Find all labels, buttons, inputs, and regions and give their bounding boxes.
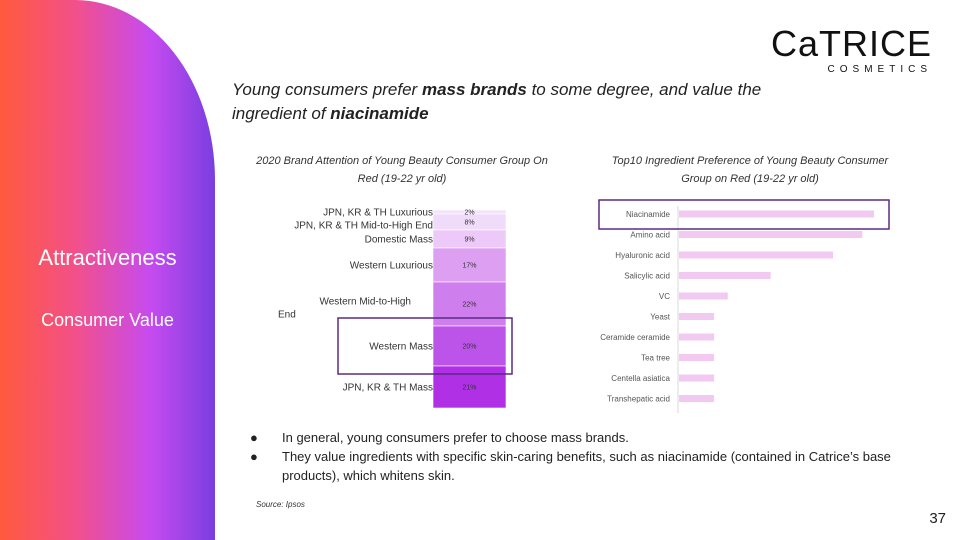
ingredient-label: Transhepatic acid	[607, 395, 670, 404]
ingredient-label: Centella asiatica	[611, 374, 670, 383]
headline-part1: Young consumers prefer	[232, 80, 422, 99]
ingredient-label: Yeast	[650, 313, 671, 322]
section-title: Attractiveness	[38, 245, 177, 270]
ingredient-bar	[679, 333, 715, 341]
bullet-dot: ●	[250, 449, 258, 464]
ingredient-label: Amino acid	[630, 231, 670, 240]
ingredient-chart-title: Top10 Ingredient Preference of Young Bea…	[611, 155, 889, 185]
section-subtitle: Consumer Value	[41, 310, 174, 330]
ingredient-bar	[679, 374, 715, 382]
bullet-list: ● In general, young consumers prefer to c…	[250, 428, 930, 485]
catrice-logo: CaTRICE COSMETICS	[770, 23, 932, 76]
ingredient-bar	[679, 292, 728, 300]
segment-value-label: 21%	[462, 385, 476, 392]
ingredient-bar	[679, 313, 715, 320]
segment-value-label: 9%	[464, 237, 474, 244]
page-number: 37	[929, 510, 946, 527]
bullet-text: In general, young consumers prefer to ch…	[282, 430, 629, 445]
headline: Young consumers prefer mass brands to so…	[232, 78, 792, 126]
segment-value-label: 22%	[462, 302, 476, 309]
ingredient-bar	[679, 354, 715, 361]
bullet-text: They value ingredients with specific ski…	[282, 449, 891, 483]
highlight-box	[598, 199, 890, 230]
stack-segment	[432, 325, 507, 367]
category-label: End	[278, 310, 296, 321]
category-label: Domestic Mass	[365, 235, 433, 246]
segment-value-label: 17%	[462, 263, 476, 270]
segment-value-label: 2%	[464, 210, 474, 217]
headline-part2: to some degree, and value the ingredient…	[232, 80, 762, 123]
ingredient-bar	[679, 231, 863, 238]
stack-segment	[432, 365, 507, 409]
brand-chart-title: 2020 Brand Attention of Young Beauty Con…	[256, 155, 548, 185]
segment-value-label: 20%	[462, 344, 476, 351]
category-label: Western Luxurious	[350, 261, 433, 272]
ingredient-label: Ceramide ceramide	[600, 333, 670, 342]
ingredient-label: Tea tree	[641, 354, 670, 363]
logo-wordmark: CaTRICE	[770, 23, 932, 64]
ingredient-bar	[679, 210, 874, 218]
category-label: JPN, KR & TH Luxurious	[323, 208, 433, 219]
highlight-box	[337, 317, 513, 375]
ingredient-bar	[679, 251, 834, 259]
category-label: JPN, KR & TH Mass	[343, 383, 433, 394]
ingredient-bar	[679, 272, 771, 279]
bullet-dot: ●	[250, 430, 258, 445]
source-note: Source: Ipsos	[256, 500, 305, 509]
category-label: Western Mass	[369, 342, 433, 353]
ingredient-label: Salicylic acid	[624, 272, 670, 281]
category-label: Western Mid-to-High	[319, 297, 411, 308]
ingredient-bar	[679, 395, 715, 402]
ingredient-label: VC	[659, 292, 670, 301]
segment-value-label: 8%	[464, 220, 474, 227]
bullet-item: ● In general, young consumers prefer to c…	[250, 428, 930, 447]
ingredient-label: Niacinamide	[626, 210, 671, 219]
ingredient-label: Hyaluronic acid	[615, 251, 670, 260]
side-panel	[0, 0, 215, 540]
bullet-item: ● They value ingredients with specific sk…	[250, 447, 930, 485]
headline-bold1: mass brands	[421, 80, 527, 99]
headline-bold2: niacinamide	[330, 104, 429, 123]
category-label: JPN, KR & TH Mid-to-High End	[294, 221, 433, 232]
logo-subtitle: COSMETICS	[827, 64, 932, 75]
